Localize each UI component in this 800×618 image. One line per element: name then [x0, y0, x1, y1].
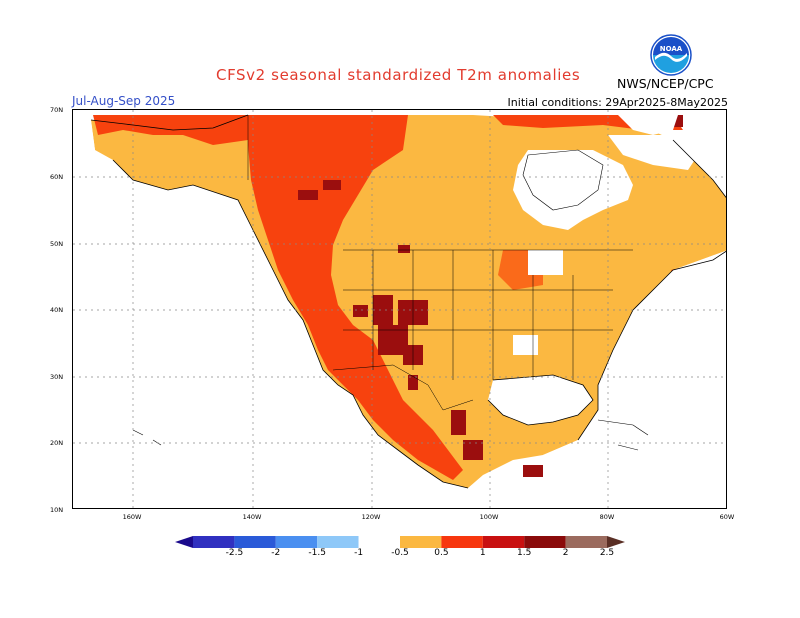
- legend-label: -2: [271, 548, 281, 558]
- legend-swatch: [275, 536, 318, 548]
- lon-label: 60W: [719, 513, 735, 521]
- lon-label: 120W: [361, 513, 381, 521]
- gulf-of-mexico: [488, 375, 593, 425]
- lon-label: 80W: [599, 513, 615, 521]
- legend-swatch: [524, 536, 566, 548]
- lat-label: 30N: [50, 373, 64, 381]
- legend-arrow-low: [175, 536, 193, 548]
- lat-label: 50N: [50, 240, 64, 248]
- graticule: [73, 110, 726, 508]
- legend-swatch: [193, 536, 235, 548]
- ocean: [73, 110, 726, 508]
- legend-label: 0.5: [434, 548, 449, 558]
- legend-label: -2.5: [225, 548, 244, 558]
- lat-label: 20N: [50, 439, 64, 447]
- hudson-bay: [522, 149, 604, 211]
- legend-swatch: [482, 536, 525, 548]
- legend-arrow-high: [607, 536, 625, 548]
- legend-swatch: [441, 536, 483, 548]
- lat-label: 10N: [50, 506, 64, 514]
- svg-text:NOAA: NOAA: [660, 45, 683, 53]
- lon-label: 100W: [479, 513, 499, 521]
- islands: [132, 419, 649, 451]
- legend-swatch: [565, 536, 607, 548]
- legend-label: -1.5: [308, 548, 326, 558]
- chart-title: CFSv2 seasonal standardized T2m anomalie…: [216, 66, 581, 84]
- lon-label: 140W: [242, 513, 262, 521]
- lon-label: 160W: [122, 513, 142, 521]
- color-legend: [175, 536, 625, 548]
- forecast-period: Jul-Aug-Sep 2025: [72, 94, 176, 108]
- legend-label: -0.5: [391, 548, 409, 558]
- lat-label: 70N: [50, 106, 64, 114]
- legend-swatch: [400, 536, 442, 548]
- lat-label: 40N: [50, 306, 64, 314]
- political-borders: [247, 115, 633, 411]
- coastlines: [90, 114, 726, 489]
- legend-label: 2.5: [599, 548, 615, 558]
- lat-label: 60N: [50, 173, 64, 181]
- legend-swatch: [234, 536, 276, 548]
- org-name: NWS/NCEP/CPC: [617, 76, 714, 91]
- legend-label: 1: [479, 548, 486, 558]
- legend-label: -1: [354, 548, 364, 558]
- anomaly-map: [72, 109, 727, 509]
- legend-swatch: [317, 536, 359, 548]
- legend-label: 1.5: [517, 548, 532, 558]
- initial-conditions: Initial conditions: 29Apr2025-8May2025: [507, 96, 728, 109]
- legend-label: 2: [562, 548, 569, 558]
- legend-swatch: [358, 536, 400, 548]
- noaa-logo-icon: NOAA: [650, 34, 692, 76]
